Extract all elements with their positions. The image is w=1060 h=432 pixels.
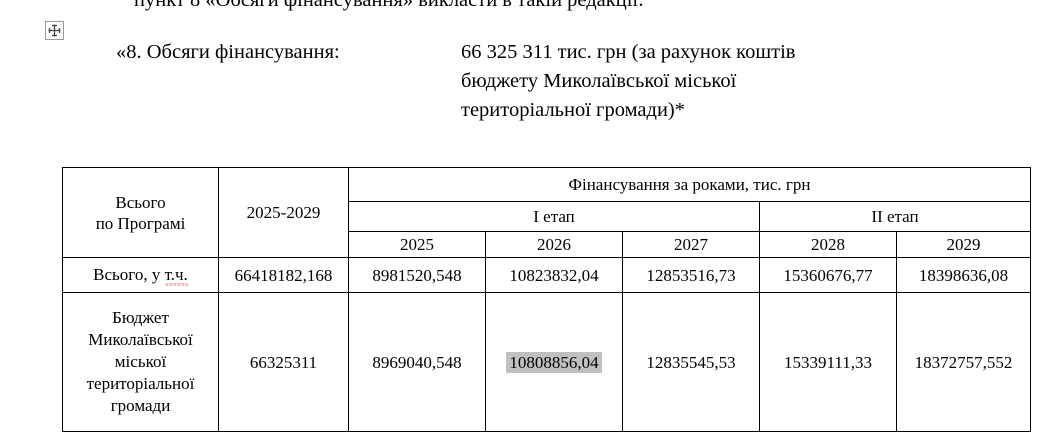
spellcheck-underline: т.ч. (164, 265, 188, 284)
table-row: Бюджет Миколаївської міської територіаль… (62, 292, 1031, 432)
header-col-program-line-2: по Програмі (95, 213, 186, 233)
header-col-program-line-1: Всього (115, 192, 166, 212)
table-header-row-3: 2025 2026 2027 2028 2029 (63, 231, 1031, 258)
cell-budget-2028: 15339111,33 (759, 292, 897, 432)
funding-value-line-1: 66 325 311 тис. грн (за рахунок коштів (461, 41, 796, 63)
financing-table: Всього по Програмі 2025-2029 Фінансуванн… (62, 167, 1031, 432)
cell-total-2025-2029: 66418182,168 (218, 257, 349, 293)
table-row: Всього, у т.ч. 66418182,168 8981520,548 … (62, 257, 1031, 293)
header-group-years: Фінансування за роками, тис. грн (348, 167, 1031, 202)
row-label-budget-line-3: міської (114, 352, 167, 371)
funding-label: «8. Обсяги фінансування: (116, 41, 340, 63)
cell-total-2026: 10823832,04 (485, 257, 623, 293)
table-header-row-1: Всього по Програмі 2025-2029 Фінансуванн… (62, 167, 1031, 258)
cell-budget-2025: 8969040,548 (348, 292, 486, 432)
header-year-2028: 2028 (759, 231, 897, 258)
cell-total-2029: 18398636,08 (896, 257, 1031, 293)
row-label-budget: Бюджет Миколаївської міської територіаль… (62, 292, 219, 432)
header-stage-2: II етап (759, 201, 1031, 232)
header-year-2027: 2027 (622, 231, 760, 258)
cell-budget-2029: 18372757,552 (896, 292, 1031, 432)
funding-paragraph: «8. Обсяги фінансування: 66 325 311 тис.… (116, 38, 996, 125)
row-label-budget-line-1: Бюджет (112, 308, 169, 327)
move-cross-icon[interactable] (45, 21, 64, 40)
row-label-total-text: Всього, у (93, 265, 165, 284)
row-label-budget-line-5: громади (110, 396, 171, 415)
funding-value: 66 325 311 тис. грн (за рахунок коштів б… (461, 38, 941, 125)
cell-total-2025: 8981520,548 (348, 257, 486, 293)
cell-budget-2025-2029: 66325311 (218, 292, 349, 432)
header-col-program: Всього по Програмі (62, 167, 219, 258)
cell-budget-2026: 10808856,04 (485, 292, 623, 432)
row-label-budget-line-2: Миколаївської (88, 330, 193, 349)
cell-total-2027: 12853516,73 (622, 257, 760, 293)
cell-budget-2027: 12835545,53 (622, 292, 760, 432)
header-col-total: 2025-2029 (218, 167, 349, 258)
header-stage-1: I етап (348, 201, 760, 232)
row-label-budget-line-4: територіальної (86, 374, 195, 393)
row-label-total: Всього, у т.ч. (62, 257, 219, 293)
cell-total-2028: 15360676,77 (759, 257, 897, 293)
clipped-top-line: пункт 8 «Обсяги фінансування» викласти в… (134, 0, 644, 11)
header-year-2025: 2025 (348, 231, 486, 258)
table-header-row-2: I етап II етап (63, 201, 1031, 232)
funding-value-line-2: бюджету Миколаївської міської (461, 70, 737, 92)
funding-value-line-3: територіальної громади)* (461, 99, 685, 121)
header-year-2029: 2029 (896, 231, 1031, 258)
header-year-2026: 2026 (485, 231, 623, 258)
highlighted-value: 10808856,04 (506, 351, 602, 373)
